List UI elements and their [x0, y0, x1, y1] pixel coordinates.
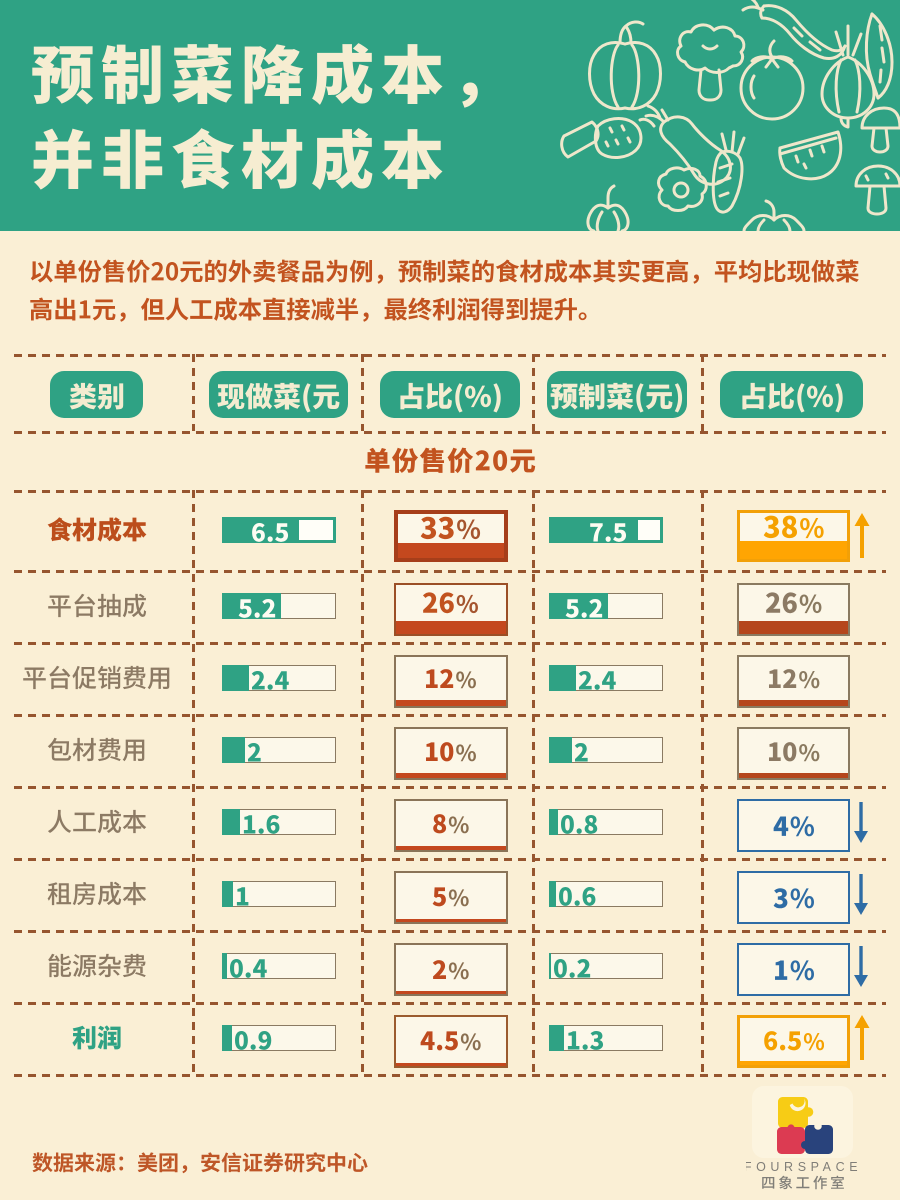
svg-text:FOURSPACE: FOURSPACE — [746, 1160, 860, 1174]
